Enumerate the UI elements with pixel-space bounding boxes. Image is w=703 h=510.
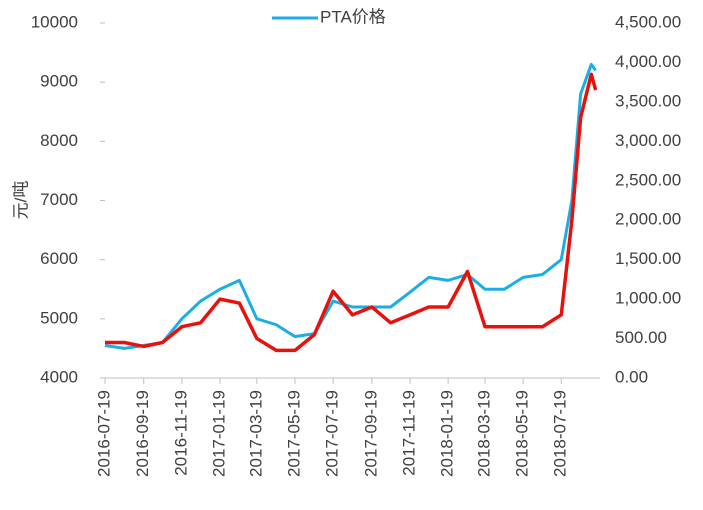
x-tick-label: 2017-01-19 xyxy=(209,390,228,477)
y2-tick-label: 500.00 xyxy=(615,328,667,347)
x-tick-label: 2016-07-19 xyxy=(94,390,113,477)
x-tick-label: 2017-11-19 xyxy=(399,390,418,476)
legend-label: PTA价格 xyxy=(320,7,386,26)
y2-tick-label: 0.00 xyxy=(615,367,648,386)
y2-tick-label: 4,000.00 xyxy=(615,52,681,71)
y2-tick-label: 3,000.00 xyxy=(615,131,681,150)
y2-tick-label: 3,500.00 xyxy=(615,91,681,110)
x-tick-label: 2018-03-19 xyxy=(474,390,493,477)
y-tick-label: 8000 xyxy=(40,131,78,150)
x-tick-label: 2016-09-19 xyxy=(133,390,152,477)
y2-tick-label: 1,000.00 xyxy=(615,289,681,308)
x-tick-label: 2018-07-19 xyxy=(551,390,570,477)
y2-tick-label: 4,500.00 xyxy=(615,12,681,31)
x-tick-label: 2018-01-19 xyxy=(438,390,457,477)
y-tick-label: 9000 xyxy=(40,72,78,91)
y-axis-label: 元/吨 xyxy=(11,181,30,220)
series-line xyxy=(105,72,598,353)
y2-tick-label: 2,000.00 xyxy=(615,210,681,229)
x-tick-label: 2017-05-19 xyxy=(284,390,303,477)
y-tick-label: 10000 xyxy=(31,12,78,31)
series-line xyxy=(104,62,597,350)
x-tick-label: 2017-07-19 xyxy=(323,390,342,477)
x-tick-label: 2017-09-19 xyxy=(361,390,380,477)
x-tick-label: 2017-03-19 xyxy=(246,390,265,477)
x-tick-label: 2018-05-19 xyxy=(513,390,532,477)
y-tick-label: 6000 xyxy=(40,249,78,268)
y2-tick-label: 2,500.00 xyxy=(615,170,681,189)
y-tick-label: 7000 xyxy=(40,190,78,209)
y-tick-label: 4000 xyxy=(40,367,78,386)
y-tick-label: 5000 xyxy=(40,308,78,327)
x-tick-label: 2016-11-19 xyxy=(171,390,190,476)
y2-tick-label: 1,500.00 xyxy=(615,249,681,268)
